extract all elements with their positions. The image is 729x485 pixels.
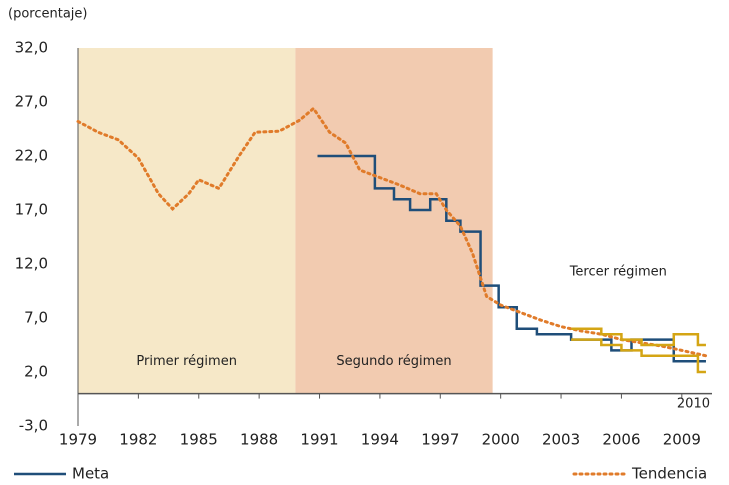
- x-tick-label: 1985: [180, 431, 218, 449]
- y-axis-label: (porcentaje): [8, 7, 87, 22]
- y-tick-label: 7,0: [24, 309, 48, 327]
- y-tick-label: 17,0: [15, 201, 48, 219]
- x-tick-label: 1988: [240, 431, 278, 449]
- series-line: [571, 327, 706, 347]
- legend-label: Tendencia: [631, 465, 707, 483]
- x-tick-label: 1997: [421, 431, 459, 449]
- region-label: Segundo régimen: [336, 354, 451, 369]
- y-tick-label: 32,0: [15, 39, 48, 57]
- region-label: Primer régimen: [136, 354, 237, 369]
- y-tick-label: 27,0: [15, 93, 48, 111]
- series-line: [76, 106, 708, 358]
- y-tick-label: 2,0: [24, 363, 48, 381]
- x-tick-label: 1982: [119, 431, 157, 449]
- x-tick-label: 2009: [663, 431, 701, 449]
- x-tick-label: 1979: [59, 431, 97, 449]
- region: [78, 48, 296, 394]
- region: [295, 48, 493, 394]
- x-tick-label: 2003: [542, 431, 580, 449]
- end-label: 2010: [677, 397, 710, 412]
- legend-label: Meta: [72, 465, 109, 483]
- x-tick-label: 2006: [602, 431, 640, 449]
- x-tick-label: 1991: [300, 431, 338, 449]
- y-tick-label: 22,0: [15, 147, 48, 165]
- series-line: [571, 338, 706, 374]
- region-label: Tercer régimen: [569, 265, 667, 280]
- y-tick-label: 12,0: [15, 255, 48, 273]
- x-tick-label: 1994: [361, 431, 399, 449]
- y-tick-label: -3,0: [19, 417, 48, 435]
- x-tick-label: 2000: [482, 431, 520, 449]
